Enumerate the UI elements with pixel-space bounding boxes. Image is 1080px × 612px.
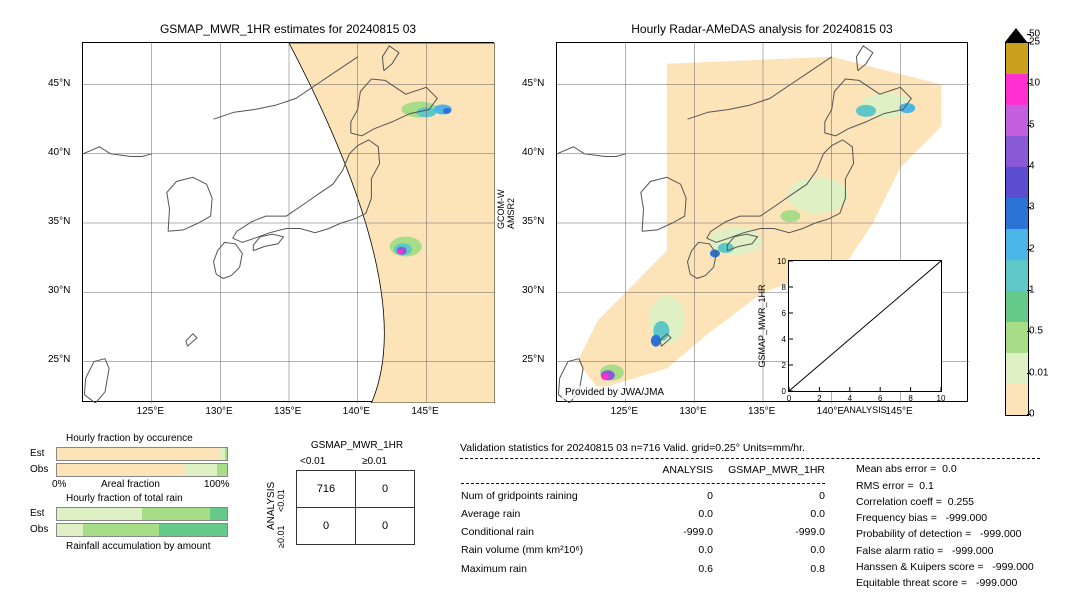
svg-text:10: 10 xyxy=(937,394,946,403)
svg-text:4: 4 xyxy=(782,335,787,344)
svg-text:2: 2 xyxy=(782,361,787,370)
svg-text:0: 0 xyxy=(782,387,787,396)
scatter-inset: 00224466881010 ANALYSIS GSMAP_MWR_1HR xyxy=(788,260,942,392)
svg-text:8: 8 xyxy=(908,394,913,403)
right-map-title: Hourly Radar-AMeDAS analysis for 2024081… xyxy=(556,22,968,36)
validation-stats: Validation statistics for 20240815 03 n=… xyxy=(460,440,1060,591)
svg-text:6: 6 xyxy=(878,394,883,403)
svg-text:10: 10 xyxy=(777,257,786,266)
svg-text:8: 8 xyxy=(782,283,787,292)
svg-text:4: 4 xyxy=(848,394,853,403)
colorbar-arrow-icon xyxy=(1004,28,1028,42)
svg-text:2: 2 xyxy=(817,394,822,403)
svg-text:6: 6 xyxy=(782,309,787,318)
colorbar xyxy=(1005,42,1029,416)
left-map-title: GSMAP_MWR_1HR estimates for 20240815 03 xyxy=(82,22,494,36)
left-map xyxy=(82,42,494,402)
svg-text:0: 0 xyxy=(787,394,792,403)
svg-text:ANALYSIS: ANALYSIS xyxy=(843,405,886,415)
svg-text:GSMAP_MWR_1HR: GSMAP_MWR_1HR xyxy=(757,284,767,368)
